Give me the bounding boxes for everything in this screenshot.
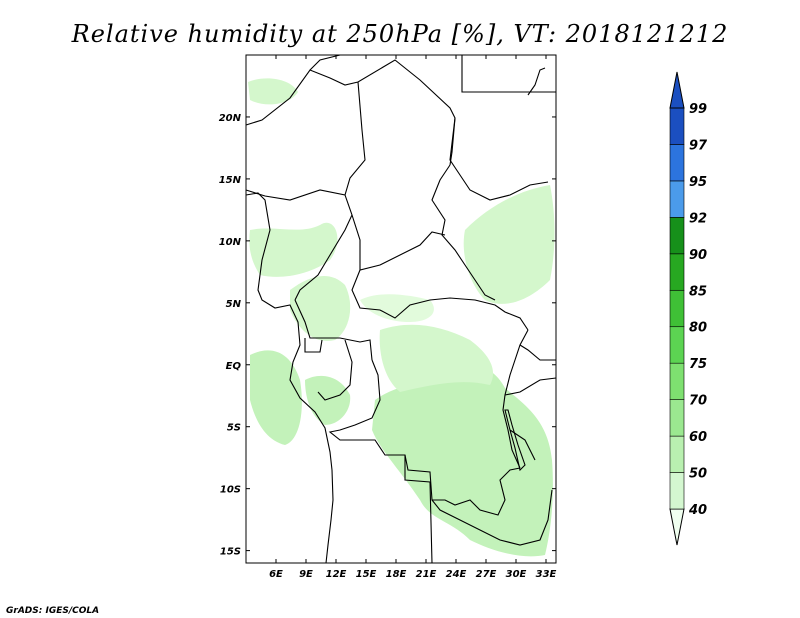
colorbar-segment (669, 362, 685, 400)
colorbar-segment (669, 253, 685, 291)
colorbar-level-label: 99 (689, 102, 707, 117)
border-drc-west (328, 359, 521, 516)
lon-tick-label: 24E (446, 569, 467, 580)
colorbar-level-label: 70 (689, 394, 707, 409)
border-sudan-east (449, 117, 549, 201)
map-frame (245, 54, 557, 564)
colorbar-level-label: 85 (689, 284, 707, 299)
colorbar-segment (669, 435, 685, 473)
lon-tick-label: 21E (416, 569, 437, 580)
humidity-patch-coast (250, 350, 302, 445)
lat-tick-label: 15N (219, 175, 242, 186)
coastline-west (245, 192, 334, 564)
lake-tanganyika (504, 409, 526, 472)
colorbar-segment (669, 217, 685, 255)
border-congo (304, 338, 353, 401)
border-zambia (431, 489, 553, 546)
colorbar-level-label: 80 (689, 321, 707, 336)
colorbar-segment (669, 289, 685, 328)
lon-tick-label: 6E (269, 569, 283, 580)
lon-tick-label: 18E (386, 569, 407, 580)
colorbar-level-label: 40 (688, 503, 707, 518)
colorbar-extend-high (669, 71, 685, 109)
colorbar-level-label: 60 (689, 430, 707, 445)
colorbar-segment (669, 144, 685, 182)
humidity-patch-nw (248, 78, 298, 105)
colorbar-extend-low (669, 508, 685, 546)
colorbar-level-label: 97 (689, 138, 708, 153)
border-east-top (461, 55, 556, 93)
lat-tick-label: 5N (226, 299, 242, 310)
border-chad-car (351, 214, 446, 271)
lon-tick-label: 27E (476, 569, 497, 580)
lat-tick-label: EQ (226, 361, 242, 372)
grads-credit: GrADS: IGES/COLA (6, 606, 99, 616)
colorbar-level-label: 50 (689, 467, 707, 482)
country-borders (245, 54, 557, 564)
colorbar-level-label: 75 (689, 357, 707, 372)
border-niger-chad (309, 54, 366, 196)
border-car-drc (351, 269, 529, 331)
humidity-patch-sudan (463, 185, 555, 304)
colorbar-segment (669, 180, 685, 218)
latitude-axis: 20N 15N 10N 5N EQ 5S 10S 15S (219, 113, 556, 558)
lon-tick-label: 33E (536, 569, 557, 580)
colorbar: 40 50 60 70 75 80 85 90 92 95 97 99 (669, 71, 708, 546)
lat-tick-label: 5S (227, 423, 241, 434)
map-title: Relative humidity at 250hPa [%], VT: 201… (71, 20, 729, 48)
longitude-axis: 6E 9E 12E 15E 18E 21E 24E 27E 30E 33E (269, 55, 557, 580)
colorbar-segment (669, 472, 685, 510)
humidity-patch-congo (379, 324, 494, 392)
lat-tick-label: 15S (220, 547, 241, 558)
colorbar-segment (669, 107, 685, 145)
colorbar-level-label: 90 (689, 248, 707, 263)
lat-tick-label: 10S (220, 485, 241, 496)
lon-tick-label: 30E (506, 569, 527, 580)
humidity-patch-car (360, 294, 434, 322)
humidity-patch-south (372, 366, 553, 557)
humidity-patch-gabon (305, 375, 351, 425)
border-angola (404, 455, 433, 564)
lon-tick-label: 9E (299, 569, 313, 580)
border-chad-sudan (431, 164, 496, 301)
colorbar-level-label: 95 (689, 175, 707, 190)
humidity-patch-west (249, 222, 338, 277)
map-panel: 6E 9E 12E 15E 18E 21E 24E 27E 30E 33E 20N 15N 10N 5N… (219, 54, 557, 580)
colorbar-level-label: 92 (689, 211, 707, 226)
lon-tick-label: 12E (326, 569, 347, 580)
red-sea-coast (527, 67, 546, 96)
lon-tick-label: 15E (356, 569, 377, 580)
lat-tick-label: 10N (219, 237, 242, 248)
border-cameroon (294, 299, 373, 361)
colorbar-segment (669, 326, 685, 364)
colorbar-segment (669, 399, 685, 437)
humidity-patch-cameroon (290, 275, 351, 341)
humidity-field (248, 78, 555, 557)
lat-tick-label: 20N (219, 113, 242, 124)
